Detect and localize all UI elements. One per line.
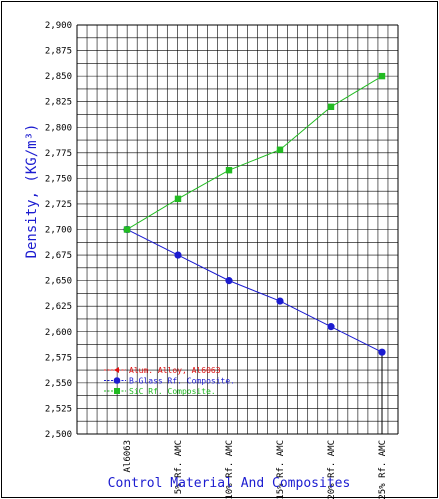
data-point [378,72,386,80]
legend-marker [114,388,120,394]
y-tick-label: 2,650 [45,277,72,287]
y-tick-label: 2,900 [45,21,72,31]
legend-label: Alum. Alloy, Al6063 [129,366,221,375]
legend: Alum. Alloy, Al6063 B-Glass Rf. Composite… [104,366,235,396]
data-point [276,146,284,153]
y-tick-label: 2,825 [45,98,72,108]
y-tick-label: 2,575 [45,353,72,363]
x-tick-labels: Al6063 5% Rf. AMC 10% Rf. AMC 15% Rf. AMC 20… [123,440,388,499]
data-point [378,348,386,356]
x-tick-label: 15% Rf. AMC [276,440,286,499]
legend-label: B-Glass Rf. Composite. [129,377,235,386]
legend-label: SiC Rf. Composite. [129,387,216,396]
series-line [126,75,383,230]
y-tick-label: 2,625 [45,302,72,312]
x-tick-label: 20% Rf. AMC [327,440,337,499]
x-tick-label: 5% Rf. AMC [174,440,184,494]
grid [76,24,399,435]
x-axis-title: Control Material And Composites [108,476,351,491]
data-point [276,297,284,305]
series-markers [123,72,386,356]
data-point [225,166,233,174]
data-point [327,103,335,110]
y-tick-labels: 2,500 2,525 2,550 2,575 2,600 2,625 2,650 2,675… [45,21,72,440]
x-tick-label: Al6063 [123,440,133,473]
series-lines [126,75,383,434]
data-point [225,277,233,285]
y-axis-title: Density, (KG/m³) [24,124,40,259]
y-tick-label: 2,875 [45,47,72,57]
y-tick-label: 2,850 [45,72,72,82]
y-tick-label: 2,775 [45,149,72,159]
data-point [174,195,182,203]
y-tick-label: 2,500 [45,430,72,440]
y-tick-label: 2,700 [45,226,72,236]
y-tick-label: 2,800 [45,123,72,133]
y-tick-label: 2,675 [45,251,72,261]
legend-marker [114,367,119,373]
x-tick-label: 25% Rf. AMC [378,440,388,499]
data-point [123,226,131,233]
y-tick-label: 2,725 [45,200,72,210]
legend-marker [113,377,121,384]
y-tick-label: 2,750 [45,174,72,184]
data-point [174,251,182,259]
y-tick-label: 2,525 [45,404,72,414]
data-point [327,323,335,331]
y-tick-label: 2,600 [45,328,72,338]
x-tick-label: 10% Rf. AMC [225,440,235,499]
series-line [126,229,383,353]
y-tick-label: 2,550 [45,379,72,389]
